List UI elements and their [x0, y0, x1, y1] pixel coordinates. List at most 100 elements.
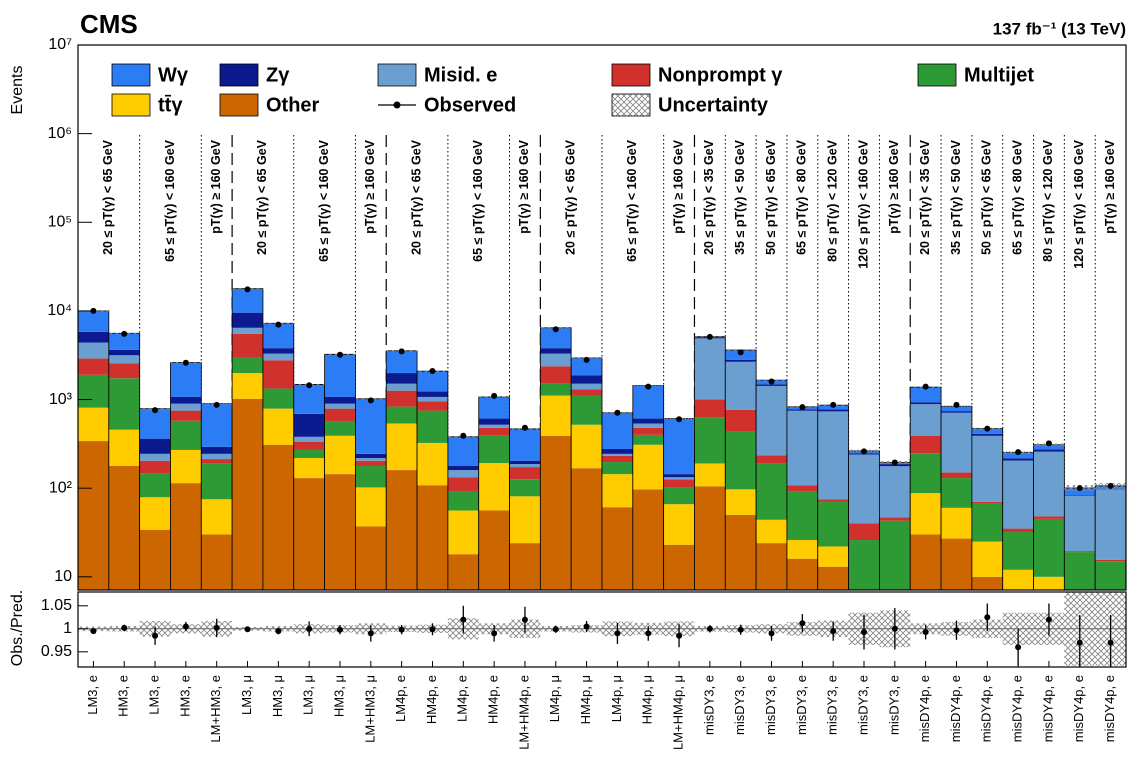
bar-segment	[479, 510, 510, 590]
bar-segment	[170, 411, 201, 421]
bar-segment	[633, 423, 664, 427]
bar-segment	[941, 478, 972, 508]
x-tick-label: misDY3, e	[855, 675, 870, 735]
region-label: pT(γ) ≥ 160 GeV	[671, 139, 685, 233]
x-tick-label: HM4p, μ	[578, 675, 593, 724]
bar-segment	[448, 554, 479, 590]
bar-segment	[386, 470, 417, 590]
legend-label: Wγ	[158, 64, 189, 86]
region-label: 20 ≤ pT(γ) < 65 GeV	[255, 139, 269, 255]
bar-segment	[109, 430, 140, 466]
ratio-point	[337, 627, 343, 633]
bar-segment	[694, 400, 725, 418]
bar-segment	[78, 332, 109, 343]
bar-segment	[479, 463, 510, 510]
y-axis-label: Events	[9, 66, 26, 115]
bar-segment	[109, 363, 140, 378]
bar-segment	[725, 515, 756, 590]
bar-segment	[972, 436, 1003, 502]
bar-segment	[694, 417, 725, 463]
bar-segment	[1064, 496, 1095, 551]
bar-segment	[756, 386, 787, 455]
x-tick-label: LM3, μ	[239, 675, 254, 715]
bar-segment	[787, 491, 818, 540]
bar-segment	[232, 399, 263, 590]
ratio-point	[275, 628, 281, 634]
bar-segment	[510, 429, 541, 461]
bar-segment	[201, 447, 232, 454]
observed-point	[522, 425, 528, 431]
observed-point	[214, 402, 220, 408]
bar-segment	[664, 474, 695, 477]
bar-segment	[263, 348, 294, 353]
ratio-point	[90, 628, 96, 634]
bar-segment	[1003, 461, 1034, 529]
bar-segment	[325, 404, 356, 409]
region-label: 35 ≤ pT(γ) < 50 GeV	[949, 139, 963, 255]
region-label: pT(γ) ≥ 160 GeV	[1103, 139, 1117, 233]
bar-segment	[602, 474, 633, 507]
bar-segment	[972, 542, 1003, 577]
bar-segment	[571, 389, 602, 395]
bar-segment	[479, 419, 510, 425]
bar-segment	[633, 428, 664, 435]
bar-segment	[78, 408, 109, 441]
ratio-point	[121, 625, 127, 631]
bar-segment	[664, 487, 695, 504]
bar-segment	[140, 461, 171, 473]
observed-point	[306, 382, 312, 388]
bar-segment	[263, 389, 294, 409]
bar-segment	[232, 334, 263, 358]
bar-segment	[417, 401, 448, 410]
bar-segment	[78, 311, 109, 332]
bar-segment	[1034, 449, 1065, 451]
bar-segment	[941, 539, 972, 590]
bar-segment	[1095, 560, 1126, 561]
bar-segment	[355, 526, 386, 590]
ratio-point	[676, 633, 682, 639]
bar-segment	[756, 543, 787, 590]
observed-point	[1046, 440, 1052, 446]
region-label: 120 ≤ pT(γ) < 160 GeV	[856, 139, 870, 268]
observed-point	[584, 357, 590, 363]
ratio-point	[306, 626, 312, 632]
ratio-point	[1015, 644, 1021, 650]
x-tick-label: HM3, e	[116, 675, 131, 717]
ratio-axis-label: Obs./Pred.	[9, 590, 26, 666]
bar-segment	[170, 450, 201, 483]
x-tick-label: LM+HM4p, e	[516, 675, 531, 750]
ratio-point	[769, 630, 775, 636]
legend-label: Multijet	[964, 64, 1034, 86]
bar-segment	[818, 409, 849, 411]
observed-point	[738, 349, 744, 355]
bar-segment	[725, 360, 756, 362]
bar-segment	[355, 487, 386, 526]
bar-segment	[232, 328, 263, 334]
bar-segment	[1034, 516, 1065, 518]
ratio-point	[429, 626, 435, 632]
x-tick-label: misDY3, e	[794, 675, 809, 735]
ratio-y-tick-label: 0.95	[41, 643, 72, 660]
bar-segment	[664, 419, 695, 475]
bar-segment	[849, 454, 880, 523]
bar-segment	[386, 407, 417, 424]
ratio-point	[522, 617, 528, 623]
x-tick-label: misDY3, e	[886, 675, 901, 735]
region-label: 65 ≤ pT(γ) < 160 GeV	[471, 139, 485, 262]
observed-point	[614, 410, 620, 416]
bar-segment	[818, 499, 849, 502]
bar-segment	[540, 384, 571, 396]
bar-segment	[325, 422, 356, 436]
ratio-point	[368, 630, 374, 636]
bar-segment	[448, 470, 479, 477]
bar-segment	[201, 404, 232, 447]
bar-segment	[910, 404, 941, 436]
legend-label: Observed	[424, 94, 516, 116]
legend-label: Misid. e	[424, 64, 497, 86]
x-tick-label: LM3, e	[146, 675, 161, 715]
bar-segment	[602, 507, 633, 590]
region-label: 120 ≤ pT(γ) < 160 GeV	[1072, 139, 1086, 268]
legend-swatch	[612, 64, 650, 86]
ratio-point	[491, 630, 497, 636]
region-label: 20 ≤ pT(γ) < 65 GeV	[409, 139, 423, 255]
